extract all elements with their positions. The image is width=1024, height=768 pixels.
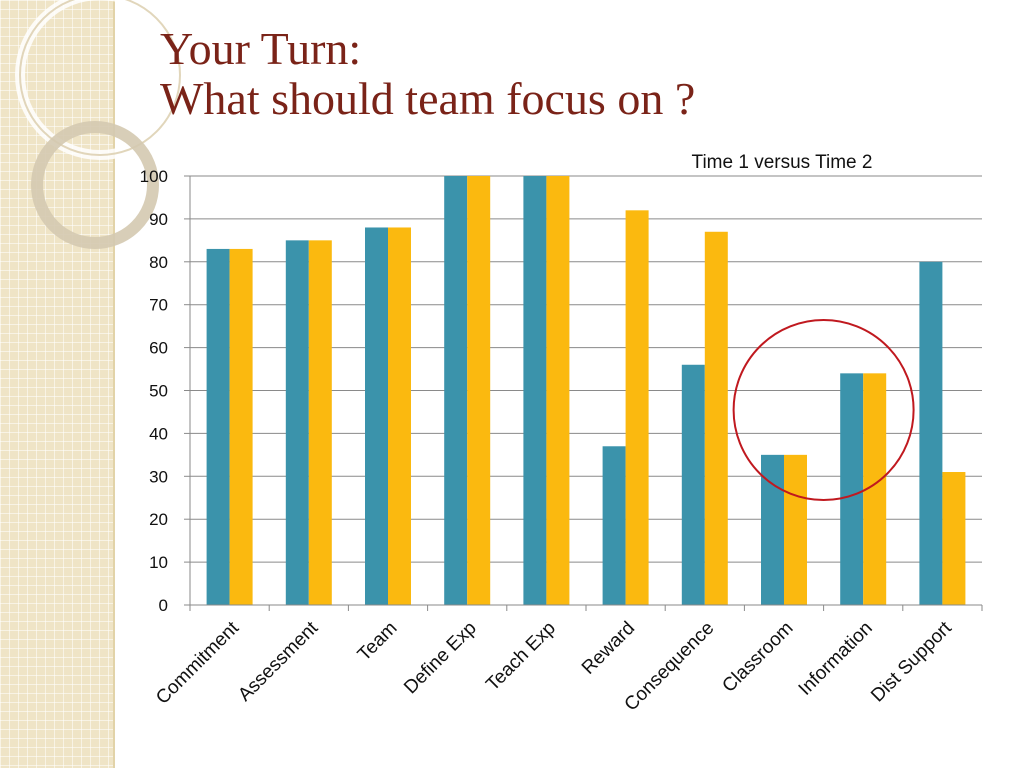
annotation: [734, 320, 914, 500]
y-tick-label: 90: [149, 210, 168, 229]
y-tick-labels: 0 10 20 30 40 50 60 70 80 90 100: [140, 167, 168, 615]
x-tick-label: Commitment: [152, 617, 244, 709]
bar-series-1-team: [365, 227, 388, 605]
bar-series-1-teach-exp: [523, 176, 546, 605]
x-tick-label: Information: [795, 618, 877, 700]
bar-series-2-teach-exp: [546, 176, 569, 605]
x-tick-label: Reward: [578, 618, 639, 679]
y-tick-label: 50: [149, 382, 168, 401]
bar-series-2-assessment: [309, 240, 332, 605]
bar-series-1-reward: [603, 446, 626, 605]
chart-title: Time 1 versus Time 2: [692, 152, 873, 173]
y-tick-label: 70: [149, 296, 168, 315]
bar-series-2-consequence: [705, 232, 728, 605]
x-tick-label: Define Exp: [400, 618, 481, 699]
y-tick-label: 40: [149, 424, 168, 443]
bar-series-1-dist-support: [919, 262, 942, 605]
x-tick-label: Assessment: [234, 617, 323, 706]
bar-series-1-assessment: [286, 240, 309, 605]
bar-series-1-information: [840, 373, 863, 605]
y-tick-label: 100: [140, 167, 168, 186]
x-tick-label: Teach Exp: [482, 618, 560, 696]
bar-series-2-team: [388, 227, 411, 605]
bar-series-2-classroom: [784, 455, 807, 605]
x-tick-label: Team: [354, 618, 402, 666]
y-tick-label: 60: [149, 339, 168, 358]
bar-series-1-define-exp: [444, 176, 467, 605]
y-tick-label: 10: [149, 553, 168, 572]
bar-series-1-commitment: [207, 249, 230, 605]
highlight-circle: [734, 320, 914, 500]
y-tick-label: 30: [149, 467, 168, 486]
y-tick-label: 20: [149, 510, 168, 529]
bar-series-2-define-exp: [467, 176, 490, 605]
x-tick-label: Dist Support: [867, 617, 956, 706]
x-tick-label: Classroom: [718, 618, 797, 697]
bar-series-1-consequence: [682, 365, 705, 605]
bar-series-2-dist-support: [942, 472, 965, 605]
y-tick-label: 80: [149, 253, 168, 272]
bar-series-2-reward: [626, 210, 649, 605]
y-tick-label: 0: [159, 596, 168, 615]
bar-series-2-commitment: [230, 249, 253, 605]
